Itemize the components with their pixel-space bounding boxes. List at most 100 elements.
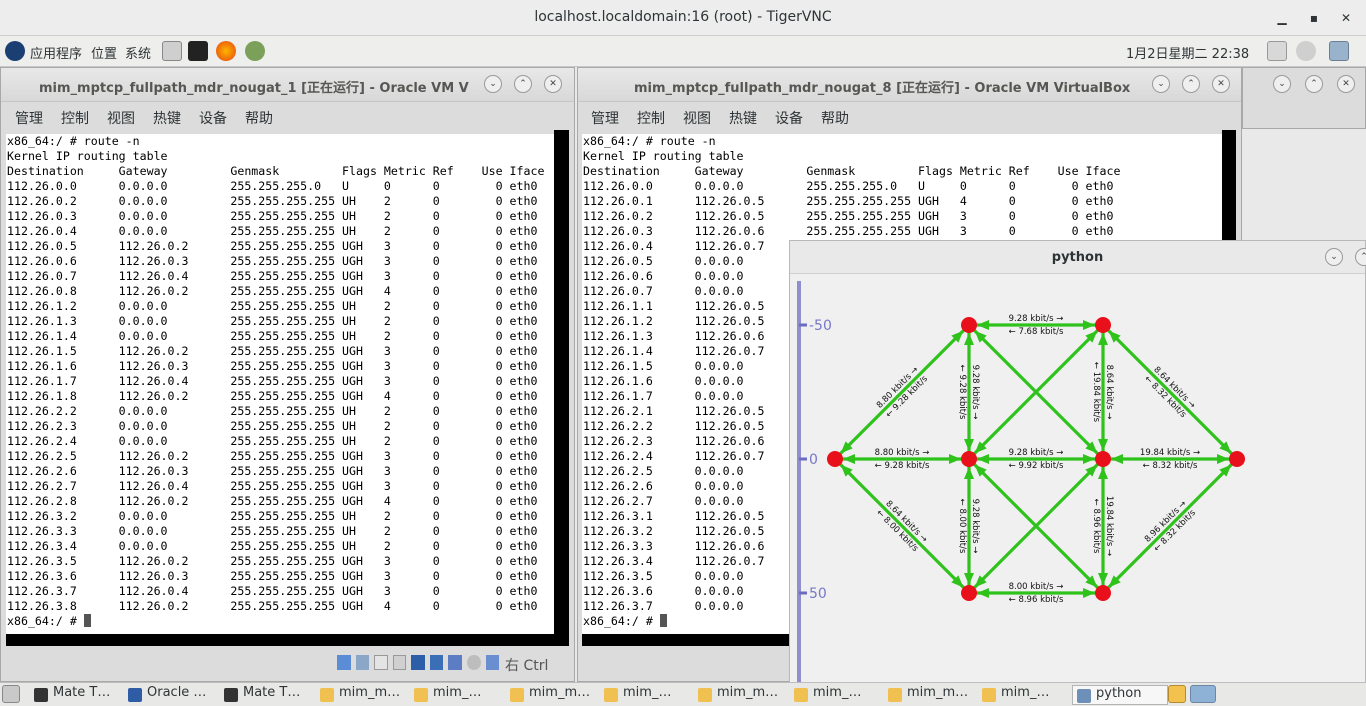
display-icon[interactable] bbox=[448, 655, 462, 670]
graph-edge bbox=[1101, 323, 1239, 461]
keyboard-icon[interactable] bbox=[1267, 41, 1287, 61]
taskbar-item[interactable]: Mate T… bbox=[220, 685, 312, 705]
volume-icon[interactable] bbox=[1296, 41, 1316, 61]
bg-close-button[interactable]: ✕ bbox=[1337, 75, 1355, 93]
edge-arrowhead bbox=[1108, 575, 1121, 588]
graph-node bbox=[1229, 451, 1245, 467]
vm-icon bbox=[794, 688, 808, 702]
taskbar-item[interactable]: mim_m… bbox=[506, 685, 598, 705]
network-icon[interactable] bbox=[1329, 41, 1349, 61]
vm8-menu-hotkey[interactable]: 热键 bbox=[729, 111, 757, 127]
system-menu[interactable]: 系统 bbox=[125, 47, 152, 62]
edge-arrowhead bbox=[1083, 320, 1095, 330]
vm8-menu-manage[interactable]: 管理 bbox=[591, 111, 619, 127]
taskbar-item[interactable]: mim_… bbox=[600, 685, 692, 705]
edge-label: 19.84 kbit/s → ← 8.32 kbit/s bbox=[1140, 448, 1200, 471]
taskbar-item[interactable]: python bbox=[1072, 685, 1168, 705]
terminal-line: 112.26.1.6 0.0.0.0 bbox=[583, 374, 744, 388]
vm1-minimize-button[interactable]: ⌄ bbox=[484, 75, 502, 93]
terminal-line: 112.26.2.6 112.26.0.3 255.255.255.255 UG… bbox=[7, 464, 538, 478]
places-menu[interactable]: 位置 bbox=[91, 47, 118, 62]
edge-arrowhead bbox=[964, 439, 974, 451]
terminal-line: 112.26.1.1 112.26.0.5 bbox=[583, 299, 765, 313]
taskbar-item-label: Mate T… bbox=[53, 685, 111, 700]
fedora-logo-icon[interactable] bbox=[5, 41, 25, 61]
edge-label: 8.00 kbit/s → ← 8.96 kbit/s bbox=[1009, 582, 1064, 605]
terminal-launcher-icon[interactable] bbox=[188, 41, 208, 61]
terminal-line: 112.26.3.5 112.26.0.2 255.255.255.255 UG… bbox=[7, 554, 538, 568]
taskbar-item[interactable]: Mate T… bbox=[30, 685, 122, 705]
terminal-line: x86_64:/ # route -n bbox=[7, 134, 140, 148]
terminal-line: 112.26.2.4 0.0.0.0 255.255.255.255 UH 2 … bbox=[7, 434, 538, 448]
show-desktop-icon[interactable] bbox=[2, 685, 20, 703]
python-maximize-button[interactable]: ⌃ bbox=[1355, 248, 1366, 266]
terminal-line: 112.26.1.6 112.26.0.3 255.255.255.255 UG… bbox=[7, 359, 538, 373]
network-adapter-icon[interactable] bbox=[392, 655, 407, 670]
applications-menu[interactable]: 应用程序 bbox=[30, 47, 83, 62]
cpu-icon[interactable] bbox=[485, 655, 500, 670]
clock[interactable]: 1月2日星期二 22:38 bbox=[1126, 47, 1250, 62]
window-icon bbox=[1077, 689, 1091, 703]
edge-arrowhead bbox=[1111, 454, 1123, 464]
terminal-line: 112.26.0.3 112.26.0.6 255.255.255.255 UG… bbox=[583, 224, 1114, 238]
vm1-close-button[interactable]: ✕ bbox=[544, 75, 562, 93]
taskbar-item[interactable]: mim_… bbox=[978, 685, 1070, 705]
vm1-menu-hotkey[interactable]: 热键 bbox=[153, 111, 181, 127]
vm1-menu-view[interactable]: 视图 bbox=[107, 111, 135, 127]
edge-arrowhead bbox=[977, 320, 989, 330]
vm1-menu-devices[interactable]: 设备 bbox=[199, 111, 227, 127]
taskbar-item[interactable]: Oracle … bbox=[124, 685, 218, 705]
terminal-line: 112.26.0.4 112.26.0.7 bbox=[583, 239, 765, 253]
screenshot-icon[interactable] bbox=[245, 41, 265, 61]
taskbar-item[interactable]: mim_m… bbox=[316, 685, 408, 705]
vm1-terminal[interactable]: x86_64:/ # route -n Kernel IP routing tab… bbox=[6, 134, 554, 634]
terminal-line: 112.26.1.7 0.0.0.0 bbox=[583, 389, 744, 403]
vm1-titlebar: mim_mptcp_fullpath_mdr_nougat_1 [正在运行] -… bbox=[1, 68, 574, 102]
workspace-switcher-icon[interactable] bbox=[1190, 685, 1216, 703]
vm8-menu-help[interactable]: 帮助 bbox=[821, 111, 849, 127]
graph-edge bbox=[967, 457, 1105, 595]
vm1-maximize-button[interactable]: ⌃ bbox=[514, 75, 532, 93]
terminal-line: 112.26.1.2 0.0.0.0 255.255.255.255 UH 2 … bbox=[7, 299, 538, 313]
taskbar-item[interactable]: mim_m… bbox=[694, 685, 786, 705]
audio-icon[interactable] bbox=[374, 655, 388, 670]
vm8-menu-control[interactable]: 控制 bbox=[637, 111, 665, 127]
close-button[interactable]: ✕ bbox=[1340, 11, 1352, 25]
minimize-button[interactable]: ▁ bbox=[1277, 11, 1287, 25]
vm1-menu-help[interactable]: 帮助 bbox=[245, 111, 273, 127]
graph-node bbox=[1095, 451, 1111, 467]
taskbar-item-label: python bbox=[1096, 686, 1142, 701]
hdd-icon[interactable] bbox=[337, 655, 351, 670]
python-minimize-button[interactable]: ⌄ bbox=[1325, 248, 1343, 266]
terminal-icon bbox=[34, 688, 48, 702]
vm8-maximize-button[interactable]: ⌃ bbox=[1182, 75, 1200, 93]
shared-folder-icon[interactable] bbox=[429, 655, 444, 670]
vm1-menu-manage[interactable]: 管理 bbox=[15, 111, 43, 127]
taskbar-item-label: mim_m… bbox=[339, 685, 401, 700]
taskbar-item[interactable]: mim_… bbox=[790, 685, 882, 705]
bg-minimize-button[interactable]: ⌄ bbox=[1273, 75, 1291, 93]
terminal-line: 112.26.3.6 0.0.0.0 bbox=[583, 584, 744, 598]
text-editor-icon[interactable] bbox=[162, 41, 182, 61]
bg-maximize-button[interactable]: ⌃ bbox=[1305, 75, 1323, 93]
vm8-minimize-button[interactable]: ⌄ bbox=[1152, 75, 1170, 93]
optical-drive-icon[interactable] bbox=[355, 655, 370, 670]
vm8-close-button[interactable]: ✕ bbox=[1212, 75, 1230, 93]
terminal-line: x86_64:/ # bbox=[7, 614, 554, 629]
vm8-menu-devices[interactable]: 设备 bbox=[775, 111, 803, 127]
vm1-menu-control[interactable]: 控制 bbox=[61, 111, 89, 127]
vm1-console-bar bbox=[6, 634, 569, 646]
vm8-menu-view[interactable]: 视图 bbox=[683, 111, 711, 127]
edge-arrowhead bbox=[964, 467, 974, 479]
usb-icon[interactable] bbox=[411, 655, 425, 670]
edge-rate-label: 9.28 kbit/s → bbox=[970, 365, 980, 420]
maximize-button[interactable]: ▪ bbox=[1309, 11, 1319, 25]
workspace-1-icon[interactable] bbox=[1168, 685, 1186, 703]
edge-rate-label: 19.84 kbit/s → bbox=[1104, 496, 1114, 556]
taskbar-item[interactable]: mim_m… bbox=[884, 685, 976, 705]
firefox-icon[interactable] bbox=[216, 41, 236, 61]
taskbar-item[interactable]: mim_… bbox=[410, 685, 502, 705]
edge-arrowhead bbox=[1098, 467, 1108, 479]
terminal-line: 112.26.2.8 112.26.0.2 255.255.255.255 UG… bbox=[7, 494, 538, 508]
recording-icon[interactable] bbox=[466, 655, 481, 670]
